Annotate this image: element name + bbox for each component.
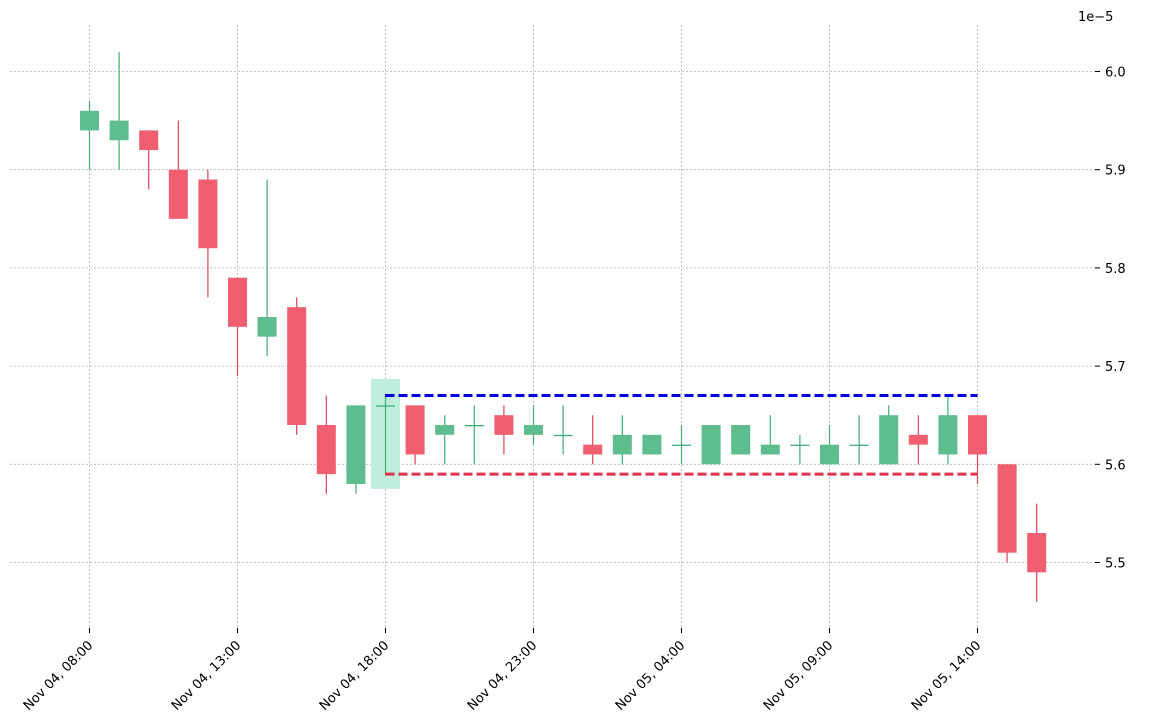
candle [642, 434, 662, 455]
candle-body [524, 425, 543, 435]
candle [494, 405, 514, 455]
candle [346, 405, 366, 494]
candle [849, 415, 869, 465]
candle-body [287, 307, 307, 426]
candle [760, 415, 780, 455]
candle [139, 130, 159, 190]
x-axis: Nov 04, 08:00 Nov 04, 13:00 Nov 04, 18:00 N… [21, 628, 985, 714]
candle-body [553, 434, 573, 437]
candle-body [316, 425, 336, 475]
candle-body [435, 425, 455, 435]
candle-body [820, 444, 839, 465]
candle [1027, 503, 1047, 602]
candle-body [997, 464, 1017, 553]
candles [80, 51, 1047, 602]
candle [168, 120, 188, 219]
candle-body [464, 425, 484, 427]
candle-body [879, 415, 899, 465]
y-tick-label: 5.5 [1105, 557, 1126, 572]
candle-body [198, 179, 218, 249]
y-tick-label: 5.7 [1105, 360, 1126, 375]
y-tick-label: 5.8 [1105, 262, 1126, 277]
candle-body [672, 444, 691, 446]
candle [198, 169, 218, 298]
x-tick-label: Nov 05, 04:00 [613, 638, 689, 714]
candle-body [228, 277, 247, 327]
candle-body [109, 120, 129, 141]
candle [672, 425, 691, 465]
candle [435, 415, 455, 465]
candle-body [139, 130, 159, 151]
candle-body [642, 434, 662, 455]
x-tick-label: Nov 05, 14:00 [909, 638, 985, 714]
candle-body [257, 317, 277, 337]
x-tick-label: Nov 04, 18:00 [317, 638, 393, 714]
y-scale-note: 1e−5 [1078, 10, 1113, 25]
candle [257, 179, 277, 357]
candle [612, 415, 632, 465]
candle [80, 100, 99, 170]
candle [228, 277, 247, 376]
x-tick-label: Nov 04, 13:00 [169, 638, 245, 714]
level-lines [385, 394, 978, 476]
candle [109, 51, 129, 170]
candle-body [612, 434, 632, 455]
candle [968, 415, 987, 484]
x-tick-label: Nov 04, 23:00 [465, 638, 541, 714]
candle-body [405, 405, 425, 455]
candle-body [760, 444, 780, 455]
y-tick-label: 6.0 [1105, 66, 1126, 81]
candle [938, 395, 958, 465]
candle [701, 425, 721, 465]
candle-body [731, 425, 751, 455]
candle-body [346, 405, 366, 484]
candle-body [790, 444, 810, 446]
y-tick-label: 5.6 [1105, 458, 1126, 473]
candle [524, 405, 543, 445]
x-tick-label: Nov 04, 08:00 [21, 638, 97, 714]
candle-body [908, 434, 928, 445]
candle-body [494, 415, 514, 435]
candle [553, 405, 573, 455]
candle-body [168, 169, 188, 219]
y-tick-label: 5.9 [1105, 164, 1126, 179]
candle-body [938, 415, 958, 455]
candle-body [701, 425, 721, 465]
candle-body [80, 110, 99, 131]
candle-body [849, 444, 869, 446]
x-tick-label: Nov 05, 09:00 [761, 638, 837, 714]
candle [405, 405, 425, 465]
candle [287, 297, 307, 435]
y-axis: 5.5 5.6 5.7 5.8 5.9 6.0 [1095, 66, 1126, 572]
candle [908, 415, 928, 465]
candle-body [376, 405, 395, 407]
candle [376, 395, 395, 475]
candle [464, 405, 484, 465]
candle-body [968, 415, 987, 455]
candle-body [583, 444, 603, 455]
candle [879, 405, 899, 465]
candle [997, 464, 1017, 563]
candle [731, 425, 751, 455]
candle-body [1027, 533, 1047, 573]
candle [316, 395, 336, 494]
candle [583, 415, 603, 465]
candle [790, 434, 810, 465]
candle [820, 425, 839, 465]
grid-layer [10, 25, 1095, 628]
